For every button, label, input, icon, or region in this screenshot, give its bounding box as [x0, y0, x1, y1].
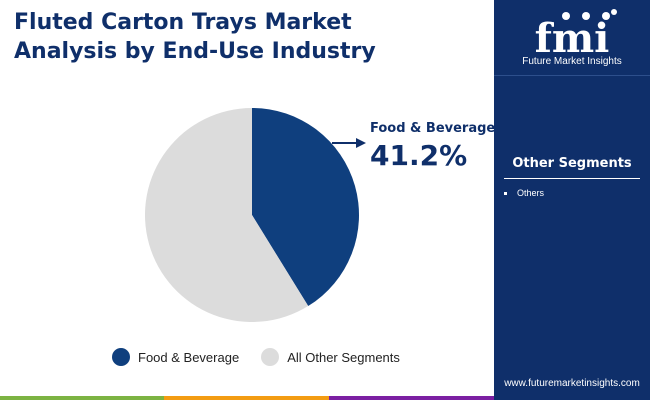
website-link[interactable]: www.futuremarketinsights.com: [504, 378, 640, 389]
logo: fmi Future Market Insights: [494, 0, 650, 76]
title-line-2: Analysis by End-Use Industry: [14, 39, 376, 64]
sidebar: fmi Future Market Insights Other Segment…: [494, 0, 650, 400]
logo-caption: Future Market Insights: [522, 56, 622, 67]
bottom-color-bar: [0, 396, 494, 400]
legend-swatch-all-other: [261, 348, 280, 366]
pie-slice-food-beverage: [252, 108, 359, 307]
bullet-icon: [504, 191, 507, 195]
legend-item-all-other: All Other Segments: [261, 348, 400, 366]
callout-label: Food & Beverage: [370, 121, 496, 136]
other-segments-title: Other Segments: [512, 156, 632, 171]
legend-label-all-other: All Other Segments: [287, 349, 400, 365]
fmi-logo-icon: fmi: [535, 9, 617, 56]
logo-text: fmi: [535, 15, 610, 56]
chart-title: Fluted Carton Trays Market Analysis by E…: [14, 8, 484, 66]
list-item: Others: [504, 186, 544, 200]
divider: [504, 178, 640, 179]
callout-arrowhead: [356, 138, 366, 148]
pie-slice-all-other-segments: [144, 108, 309, 322]
bottom-bar-green: [0, 396, 164, 400]
legend: Food & Beverage All Other Segments: [112, 348, 422, 366]
legend-swatch-food-beverage: [112, 348, 130, 366]
title-line-1: Fluted Carton Trays Market: [14, 10, 352, 35]
segment-label: Others: [517, 188, 545, 198]
legend-label-food-beverage: Food & Beverage: [138, 349, 240, 365]
pie-chart: [144, 108, 366, 322]
bottom-bar-purple: [329, 396, 494, 400]
pie-slices: [144, 108, 359, 322]
segments-list: Others: [504, 186, 544, 200]
legend-item-food-beverage: Food & Beverage: [112, 348, 239, 366]
bottom-bar-orange: [164, 396, 329, 400]
callout-value: 41.2%: [370, 139, 468, 172]
